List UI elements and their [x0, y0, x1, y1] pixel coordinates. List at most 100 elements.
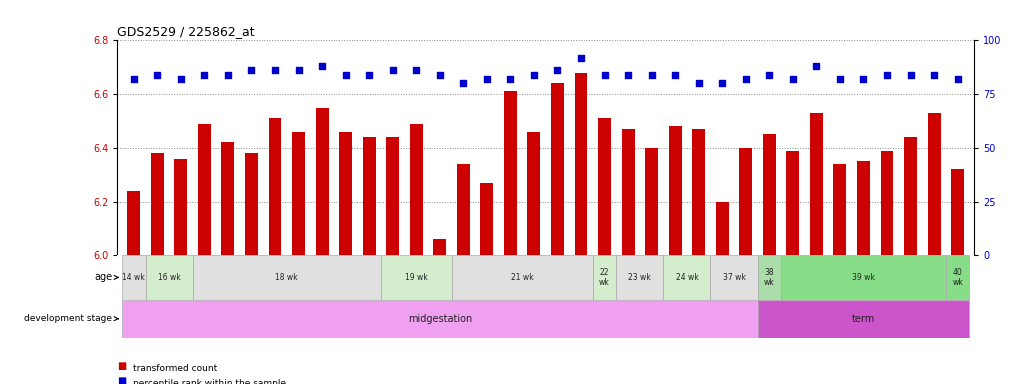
Bar	[245, 153, 258, 255]
Point	[573, 55, 589, 61]
Bar	[662, 255, 710, 300]
Bar	[879, 151, 893, 255]
Text: 19 wk: 19 wk	[405, 273, 427, 282]
Bar	[433, 239, 445, 255]
Text: 14 wk: 14 wk	[122, 273, 145, 282]
Bar	[527, 132, 540, 255]
Text: 24 wk: 24 wk	[675, 273, 698, 282]
Text: transformed count: transformed count	[132, 364, 217, 373]
Bar	[592, 255, 615, 300]
Point	[149, 72, 165, 78]
Point	[784, 76, 800, 82]
Bar	[574, 73, 587, 255]
Bar	[193, 255, 380, 300]
Point	[314, 63, 330, 69]
Point	[384, 67, 400, 73]
Bar	[781, 255, 945, 300]
Text: percentile rank within the sample: percentile rank within the sample	[132, 379, 285, 384]
Point	[219, 72, 235, 78]
Bar	[644, 148, 657, 255]
Point	[525, 72, 541, 78]
Point	[807, 63, 823, 69]
Bar	[151, 153, 164, 255]
Point	[361, 72, 377, 78]
Point	[408, 67, 424, 73]
Point	[737, 76, 753, 82]
Point	[760, 72, 776, 78]
Text: term: term	[851, 314, 874, 324]
Point	[196, 72, 212, 78]
Bar	[757, 300, 968, 338]
Point	[478, 76, 494, 82]
Text: 18 wk: 18 wk	[275, 273, 298, 282]
Point	[878, 72, 895, 78]
Text: ■: ■	[117, 376, 126, 384]
Point	[549, 67, 566, 73]
Point	[925, 72, 942, 78]
Point	[431, 72, 447, 78]
Bar	[926, 113, 940, 255]
Text: midgestation: midgestation	[408, 314, 472, 324]
Point	[454, 80, 471, 86]
Text: GDS2529 / 225862_at: GDS2529 / 225862_at	[117, 25, 255, 38]
Bar	[174, 159, 187, 255]
Bar	[856, 161, 869, 255]
Bar	[903, 137, 916, 255]
Bar	[480, 183, 493, 255]
Point	[620, 72, 636, 78]
Point	[949, 76, 965, 82]
Point	[666, 72, 683, 78]
Text: 37 wk: 37 wk	[721, 273, 745, 282]
Bar	[457, 164, 470, 255]
Bar	[692, 129, 704, 255]
Point	[690, 80, 706, 86]
Point	[290, 67, 307, 73]
Bar	[122, 300, 757, 338]
Bar	[198, 124, 211, 255]
Point	[337, 72, 354, 78]
Text: 40
wk: 40 wk	[952, 268, 962, 287]
Bar	[338, 132, 352, 255]
Bar	[945, 255, 968, 300]
Point	[267, 67, 283, 73]
Text: 23 wk: 23 wk	[628, 273, 650, 282]
Bar	[715, 202, 728, 255]
Bar	[710, 255, 757, 300]
Point	[501, 76, 518, 82]
Bar	[597, 118, 610, 255]
Text: ■: ■	[117, 361, 126, 371]
Bar	[146, 255, 193, 300]
Text: age: age	[94, 272, 112, 283]
Bar	[762, 134, 775, 255]
Text: 21 wk: 21 wk	[511, 273, 533, 282]
Bar	[621, 129, 634, 255]
Text: 16 wk: 16 wk	[158, 273, 180, 282]
Point	[855, 76, 871, 82]
Point	[902, 72, 918, 78]
Bar	[386, 137, 398, 255]
Bar	[668, 126, 681, 255]
Bar	[451, 255, 592, 300]
Text: development stage: development stage	[24, 314, 112, 323]
Point	[713, 80, 730, 86]
Bar	[786, 151, 799, 255]
Text: 22
wk: 22 wk	[598, 268, 609, 287]
Bar	[127, 191, 141, 255]
Bar	[739, 148, 751, 255]
Point	[643, 72, 659, 78]
Bar	[315, 108, 328, 255]
Bar	[503, 91, 517, 255]
Bar	[291, 132, 305, 255]
Bar	[950, 169, 963, 255]
Bar	[221, 142, 234, 255]
Point	[244, 67, 260, 73]
Bar	[809, 113, 822, 255]
Bar	[757, 255, 781, 300]
Bar	[380, 255, 451, 300]
Point	[125, 76, 142, 82]
Point	[830, 76, 847, 82]
Point	[596, 72, 612, 78]
Bar	[268, 118, 281, 255]
Bar	[615, 255, 662, 300]
Text: 39 wk: 39 wk	[851, 273, 874, 282]
